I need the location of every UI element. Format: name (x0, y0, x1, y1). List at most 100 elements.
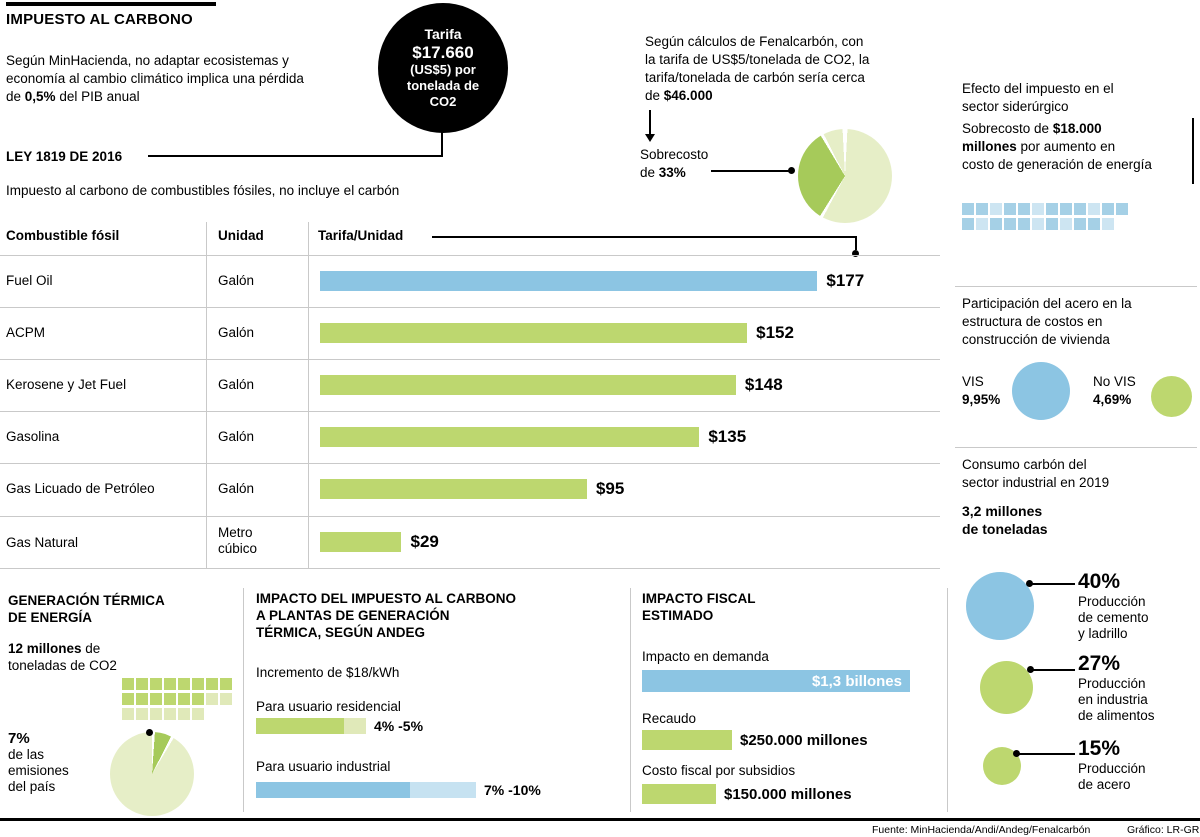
generacion-pct-block: 7% de las emisiones del país (8, 730, 69, 795)
unit-square (136, 678, 148, 690)
table-row-line (0, 568, 940, 569)
consumo-pct-cemento: 40% (1078, 570, 1121, 593)
table-row-fuel-name: Gas Licuado de Petróleo (6, 481, 155, 496)
ley-connector-line (148, 155, 443, 157)
sobrecosto-bold: 33% (658, 165, 686, 180)
novis-bubble (1151, 376, 1192, 417)
unit-square (122, 693, 134, 705)
tariff-bar (320, 271, 818, 291)
tariff-bar (320, 323, 748, 343)
sobrecosto-label: Sobrecosto de 33% (640, 146, 730, 182)
generacion-squares-grid (122, 678, 234, 723)
consumo-total-line2: de toneladas (962, 521, 1048, 537)
fiscal-recaudo-bar (642, 730, 732, 750)
tariff-bar-value: $152 (756, 323, 794, 342)
table-row-fuel-name: Fuel Oil (6, 273, 53, 288)
footer-credit: Gráfico: LR-GR (1127, 824, 1200, 836)
tariff-connector-vline (855, 236, 857, 250)
unit-square (206, 678, 218, 690)
sobrecosto-line1: Sobrecosto (640, 147, 709, 162)
page-title: IMPUESTO AL CARBONO (6, 11, 193, 28)
unit-square (1102, 203, 1114, 215)
unit-square (962, 203, 974, 215)
table-row-unit: Galón (218, 481, 255, 496)
unit-square (1074, 218, 1086, 230)
fiscal-subsidios-label: Costo fiscal por subsidios (642, 763, 796, 778)
unit-square (150, 708, 162, 720)
fiscal-recaudo-label: Recaudo (642, 711, 697, 726)
unit-square (192, 678, 204, 690)
unit-square (1018, 218, 1030, 230)
consumo-pct-acero: 15% (1078, 737, 1121, 760)
table-row-bar-group: $152 (320, 323, 794, 343)
table-row-bar-group: $135 (320, 427, 746, 447)
down-arrow-icon (649, 110, 651, 134)
square-row (962, 203, 1130, 215)
fenalcarbon-pre: Según cálculos de Fenalcarbón, con la ta… (645, 34, 870, 103)
fenalcarbon-text: Según cálculos de Fenalcarbón, con la ta… (645, 33, 877, 105)
unit-square (1060, 218, 1072, 230)
andeg-residential-label: Para usuario residencial (256, 699, 401, 714)
unit-square (164, 708, 176, 720)
table-header-tariff: Tarifa/Unidad (318, 228, 404, 243)
table-row-bar-group: $95 (320, 479, 624, 499)
unit-square (164, 678, 176, 690)
fenalcarbon-bold: $46.000 (663, 88, 713, 103)
unit-square (1004, 203, 1016, 215)
unit-square (1046, 218, 1058, 230)
generacion-pct-bold: 7% (8, 730, 30, 747)
unit-square (122, 678, 134, 690)
unit-square (164, 693, 176, 705)
intro-bold: 0,5% (24, 89, 56, 104)
table-header-fuel: Combustible fósil (6, 228, 120, 243)
table-row-bar-group: $29 (320, 532, 439, 552)
consumo-dot-cemento (1026, 580, 1033, 587)
table-row-line (0, 307, 940, 308)
unit-square (192, 708, 204, 720)
tariff-bar (320, 427, 700, 447)
consumo-desc-alimentos: Producción en industria de alimentos (1078, 676, 1155, 723)
andeg-residential-bar-group: 4% -5% (256, 718, 423, 734)
unit-square (178, 678, 190, 690)
unit-square (136, 693, 148, 705)
table-row-bar-group: $177 (320, 271, 864, 291)
novis-label: No VIS (1093, 374, 1136, 389)
unit-square (1088, 203, 1100, 215)
unit-square (1018, 203, 1030, 215)
down-arrow-head-icon (645, 134, 655, 142)
novis-value: 4,69% (1093, 392, 1132, 407)
andeg-increment: Incremento de $18/kWh (256, 665, 400, 680)
tariff-bar-value: $148 (744, 375, 783, 394)
andeg-industrial-bar-light (410, 782, 476, 798)
unit-square (1060, 203, 1072, 215)
siderurgia-squares-grid (962, 203, 1130, 233)
square-row (122, 708, 234, 720)
generacion-co2-rest: de toneladas de CO2 (8, 641, 117, 673)
sobrecosto-pie-chart (798, 129, 892, 223)
consumo-dot-acero (1013, 750, 1020, 757)
andeg-title: IMPACTO DEL IMPUESTO AL CARBONO A PLANTA… (256, 591, 517, 640)
tariff-bar (320, 532, 402, 552)
bottom-divider-2 (630, 588, 631, 812)
consumo-desc-cemento: Producción de cemento y ladrillo (1078, 594, 1149, 641)
table-row-line (0, 516, 940, 517)
unit-square (1102, 218, 1114, 230)
bottom-divider-3 (947, 588, 948, 812)
intro-pre: Según MinHacienda, no adaptar ecosistema… (6, 53, 304, 104)
consumo-desc-acero: Producción de acero (1078, 761, 1146, 792)
table-row-unit: Galón (218, 429, 255, 444)
consumo-pct-alimentos: 27% (1078, 652, 1121, 675)
andeg-industrial-label: Para usuario industrial (256, 759, 391, 774)
table-row-fuel-name: ACPM (6, 325, 46, 340)
siderurgia-body: Sobrecosto de $18.000 millones por aument… (962, 120, 1172, 174)
acero-title: Participación del acero en la estructura… (962, 296, 1132, 347)
siderurgia-s3: millones (962, 139, 1017, 154)
unit-square (136, 708, 148, 720)
andeg-industrial-bar-solid (256, 782, 410, 798)
unit-square (178, 708, 190, 720)
fiscal-subsidios-bar (642, 784, 716, 804)
table-row-unit: Metro cúbico (218, 525, 258, 556)
table-row-line (0, 359, 940, 360)
unit-square (962, 218, 974, 230)
